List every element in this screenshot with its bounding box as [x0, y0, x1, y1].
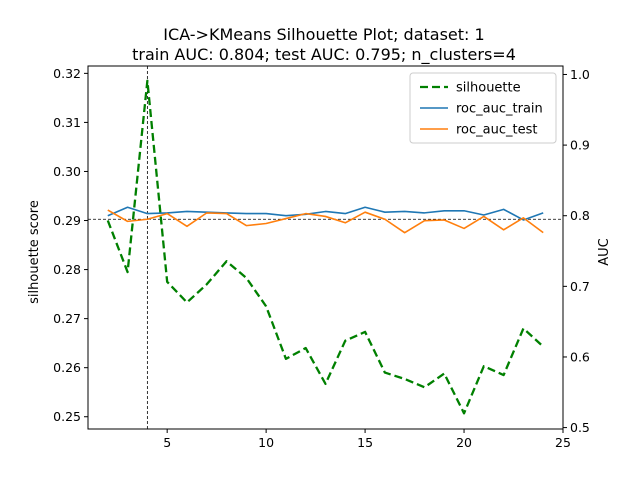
legend-label-roc_auc_train: roc_auc_train: [456, 102, 543, 117]
x-tick-label: 20: [456, 435, 472, 450]
axes-frame: [87, 65, 564, 430]
y-tick-label-left: 0.25: [53, 409, 81, 424]
x-tick-label: 5: [163, 435, 171, 450]
series-line-roc_auc_test: [107, 209, 544, 234]
legend: silhouette roc_auc_train roc_auc_test: [409, 72, 557, 144]
legend-box: [409, 72, 557, 144]
y-tick-label-left: 0.31: [53, 115, 81, 130]
series-line-silhouette: [106, 79, 544, 415]
legend-label-roc_auc_test: roc_auc_test: [456, 123, 537, 138]
legend-label-silhouette: silhouette: [456, 81, 521, 96]
x-tick-label: 15: [357, 435, 373, 450]
chart-title-line1: ICA->KMeans Silhouette Plot; dataset: 1: [163, 25, 484, 44]
y-tick-label-left: 0.28: [53, 262, 81, 277]
y-tick-label-left: 0.30: [53, 164, 81, 179]
plot-area: 5 10 15 20 25 0.25 0.26 0.27 0.28 0.29 0.30 0.31 0.3…: [53, 65, 590, 450]
y-tick-label-right: 0.6: [570, 349, 590, 364]
y-tick-label-right: 1.0: [570, 67, 590, 82]
y-tick-label-right: 0.7: [570, 279, 590, 294]
y-tick-label-right: 0.5: [570, 420, 590, 435]
y-tick-label-left: 0.27: [53, 311, 81, 326]
y-tick-label-right: 0.9: [570, 138, 590, 153]
y-tick-label-left: 0.29: [53, 213, 81, 228]
x-tick-label: 10: [258, 435, 274, 450]
y-tick-label-right: 0.8: [570, 208, 590, 223]
series-line-roc_auc_train: [107, 206, 544, 221]
y-tick-label-left: 0.32: [53, 66, 81, 81]
chart-title-line2: train AUC: 0.804; test AUC: 0.795; n_clu…: [132, 45, 516, 65]
y-axis-label-left: silhouette score: [27, 200, 42, 304]
y-axis-label-right: AUC: [597, 238, 612, 266]
y-tick-label-left: 0.26: [53, 360, 81, 375]
x-tick-label: 25: [555, 435, 571, 450]
